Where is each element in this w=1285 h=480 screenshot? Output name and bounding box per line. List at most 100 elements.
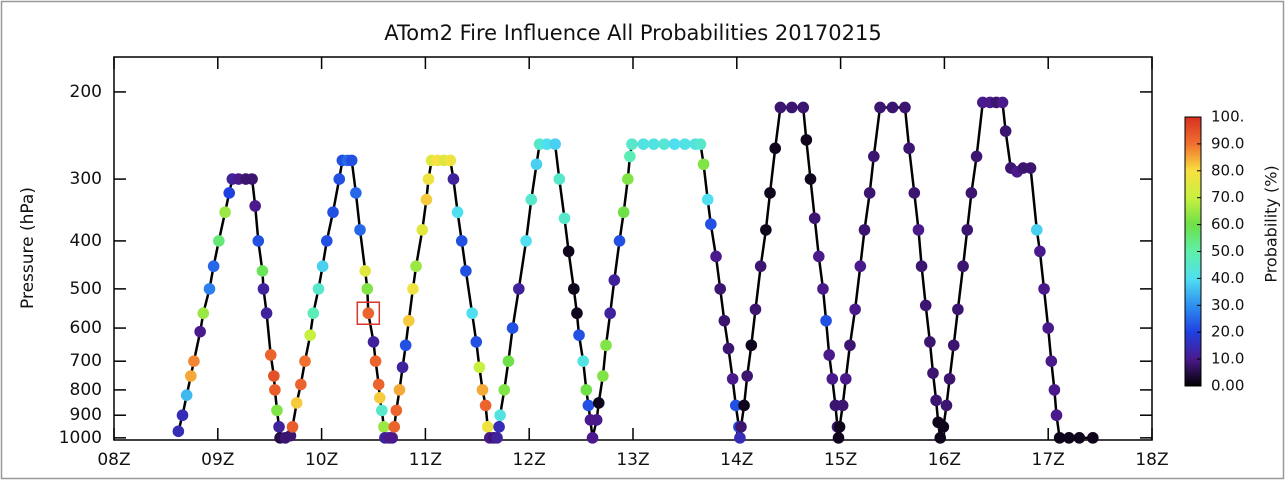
point <box>934 432 947 444</box>
chart-title: ATom2 Fire Influence All Probabilities 2… <box>384 21 881 45</box>
y-tick-label: 700 <box>70 351 102 371</box>
y-tick-label: 400 <box>70 231 102 251</box>
point <box>745 339 758 352</box>
point <box>679 138 691 150</box>
point <box>172 425 185 438</box>
point <box>604 307 616 320</box>
point <box>286 421 299 433</box>
point <box>694 138 707 150</box>
point <box>350 187 362 199</box>
point <box>592 397 605 409</box>
point <box>817 283 829 295</box>
point <box>1024 162 1037 174</box>
y-tick-label: 500 <box>70 279 102 299</box>
point <box>965 187 978 199</box>
point <box>899 101 911 114</box>
point <box>826 373 839 385</box>
point <box>252 235 265 247</box>
point <box>316 260 329 273</box>
point <box>393 384 406 396</box>
point <box>473 361 486 374</box>
point <box>804 173 817 185</box>
point <box>970 150 983 163</box>
point <box>808 212 821 225</box>
point <box>797 101 810 114</box>
point <box>455 235 468 247</box>
point <box>586 432 599 444</box>
point <box>580 384 593 396</box>
x-tick-label: 17Z <box>1032 450 1065 470</box>
point <box>705 218 717 230</box>
point <box>476 384 489 396</box>
x-tick-label: 10Z <box>305 450 338 470</box>
point <box>460 265 472 277</box>
point <box>185 370 197 382</box>
point <box>1063 432 1075 444</box>
point <box>961 224 974 236</box>
point <box>299 355 311 367</box>
point <box>735 421 747 433</box>
point <box>271 404 283 417</box>
point <box>637 138 650 150</box>
point <box>525 193 538 206</box>
point <box>1053 432 1066 444</box>
point <box>886 101 899 114</box>
point <box>284 429 297 442</box>
point <box>722 342 735 355</box>
point <box>930 394 942 407</box>
point <box>734 432 746 444</box>
point <box>520 235 532 247</box>
point <box>624 150 636 163</box>
point <box>304 329 316 341</box>
colorbar-tick-label: 0.00 <box>1211 377 1244 395</box>
point <box>1087 432 1099 444</box>
point <box>223 187 236 199</box>
point <box>947 339 960 352</box>
point <box>416 224 429 236</box>
point <box>246 173 258 185</box>
point <box>256 265 269 277</box>
point <box>710 250 722 263</box>
point <box>203 283 216 295</box>
highlight-box <box>356 301 381 325</box>
colorbar-tick-label: 50.0 <box>1211 242 1244 260</box>
point <box>219 206 231 219</box>
colorbar-tick-label: 80.0 <box>1211 161 1244 179</box>
point <box>479 399 492 412</box>
point <box>420 193 433 206</box>
point <box>359 265 371 277</box>
point <box>290 397 303 409</box>
point <box>912 224 925 236</box>
point <box>600 339 612 352</box>
point <box>268 370 280 382</box>
point <box>399 339 412 352</box>
point <box>800 134 813 146</box>
point <box>741 370 753 382</box>
point <box>502 355 515 367</box>
point <box>943 373 956 385</box>
point <box>952 303 964 316</box>
point <box>568 283 580 295</box>
x-tick-label: 18Z <box>1135 450 1168 470</box>
y-tick-label: 800 <box>70 380 102 400</box>
point <box>386 432 398 444</box>
point <box>447 173 460 185</box>
point <box>919 299 932 312</box>
point <box>422 173 435 185</box>
point <box>491 432 503 444</box>
point <box>718 314 731 327</box>
y-tick-label: 200 <box>70 82 102 102</box>
point <box>180 389 193 402</box>
point <box>647 138 660 150</box>
x-tick-label: 15Z <box>824 450 857 470</box>
point <box>362 307 375 320</box>
colorbar-tick-label: 30.0 <box>1211 296 1244 314</box>
point <box>1048 384 1061 396</box>
point <box>924 336 936 348</box>
point <box>260 307 273 320</box>
point <box>613 235 626 247</box>
x-tick-label: 16Z <box>928 450 961 470</box>
point <box>513 283 525 295</box>
point <box>868 150 880 163</box>
point <box>729 399 742 412</box>
